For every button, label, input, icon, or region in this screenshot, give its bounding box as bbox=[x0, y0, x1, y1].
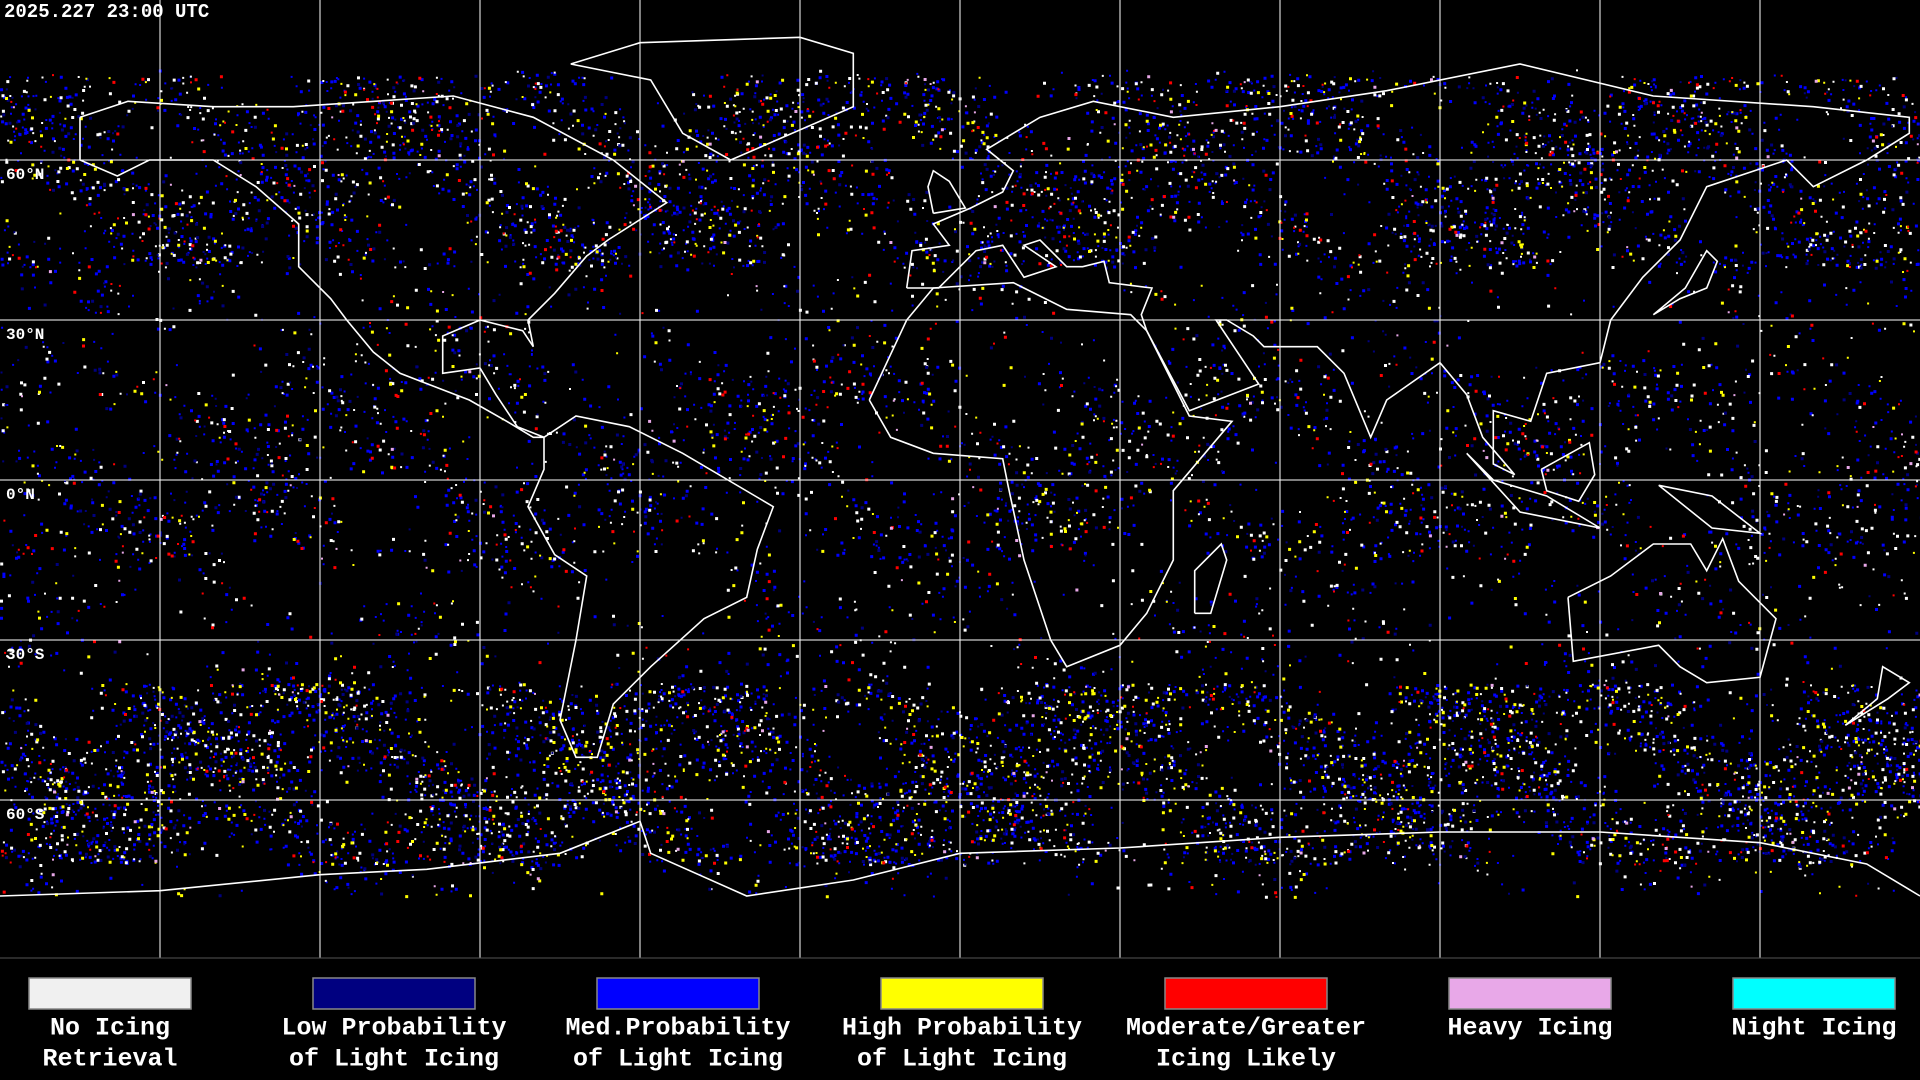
timestamp: 2025.227 23:00 UTC bbox=[4, 1, 209, 23]
icing-pixels bbox=[0, 69, 1920, 899]
coastline bbox=[0, 820, 1920, 897]
latitude-label: 30°S bbox=[6, 646, 45, 664]
coastline bbox=[1844, 665, 1911, 726]
graticule bbox=[0, 0, 1920, 958]
legend-label: Moderate/Greater bbox=[1126, 1014, 1366, 1043]
coastline bbox=[1652, 249, 1719, 316]
legend-swatch bbox=[1732, 977, 1896, 1010]
legend-label: Night Icing bbox=[1731, 1014, 1896, 1043]
coastline bbox=[1540, 441, 1596, 503]
coastline bbox=[527, 415, 775, 759]
legend-label: No Icing bbox=[50, 1014, 170, 1043]
coastline bbox=[79, 95, 669, 439]
legend-label: of Light Icing bbox=[857, 1045, 1067, 1074]
legend-label: Med.Probability bbox=[565, 1014, 790, 1043]
latitude-label: 0°N bbox=[6, 486, 35, 504]
legend-swatch bbox=[28, 977, 192, 1010]
legend-swatch bbox=[1164, 977, 1328, 1010]
latitude-label: 30°N bbox=[6, 326, 44, 344]
legend-label: Retrieval bbox=[42, 1045, 177, 1074]
latitude-labels: 60°N 30°N 0°N 30°S 60°S bbox=[6, 166, 45, 824]
coastline bbox=[570, 36, 855, 161]
legend-label: of Light Icing bbox=[573, 1045, 783, 1074]
legend-label: Icing Likely bbox=[1156, 1045, 1336, 1074]
coastline bbox=[1567, 536, 1777, 684]
legend-label: Heavy Icing bbox=[1447, 1014, 1612, 1043]
legend-label: High Probability bbox=[842, 1014, 1082, 1043]
legend-swatch bbox=[1448, 977, 1612, 1010]
legend-label: of Light Icing bbox=[289, 1045, 499, 1074]
legend-swatch bbox=[312, 977, 476, 1010]
latitude-label: 60°N bbox=[6, 166, 44, 184]
legend-label: Low Probability bbox=[281, 1014, 506, 1043]
coastline bbox=[1193, 542, 1228, 615]
coastline bbox=[868, 281, 1234, 668]
legend-swatch bbox=[880, 977, 1044, 1010]
coastline bbox=[905, 63, 1911, 476]
icing-imagery bbox=[0, 69, 1920, 899]
legend-swatch bbox=[596, 977, 760, 1010]
latitude-label: 60°S bbox=[6, 806, 45, 824]
